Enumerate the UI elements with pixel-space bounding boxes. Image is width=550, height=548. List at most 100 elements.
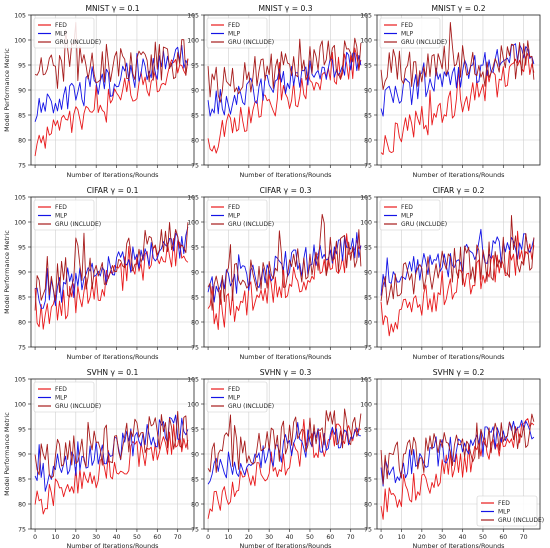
x-axis-label: Number of Iterations/Rounds [66, 353, 159, 361]
y-tick-label: 95 [18, 245, 26, 252]
x-axis-label: Number of Iterations/Rounds [412, 542, 505, 548]
y-tick-label: 80 [191, 138, 199, 145]
y-tick-label: 95 [191, 427, 199, 434]
y-tick-label: 105 [187, 13, 199, 20]
legend-label: GRU (INCLUDE) [498, 517, 544, 524]
y-tick-label: 90 [191, 88, 199, 95]
x-tick-label: 70 [347, 534, 355, 541]
subplot-title: SVHN γ = 0.2 [433, 368, 485, 377]
plot-frame [30, 14, 195, 166]
x-tick-label: 40 [113, 534, 121, 541]
legend-label: MLP [55, 213, 68, 220]
subplot-title: CIFAR γ = 0.2 [433, 186, 485, 195]
y-axis-label: Model Performance Metric [3, 230, 11, 314]
legend-label: FED [55, 386, 67, 393]
subplot-6: 75 80 85 90 95 100 105 0 10 20 30 40 50 60 70 SVHN γ = … [3, 368, 195, 548]
legend-label: MLP [401, 213, 414, 220]
y-tick-label: 105 [360, 13, 372, 20]
series-line-fed [207, 47, 362, 154]
legend-label: FED [55, 22, 67, 29]
y-tick-label: 75 [191, 527, 199, 534]
y-tick-label: 85 [364, 113, 372, 120]
y-tick-label: 100 [14, 220, 26, 227]
legend-label: GRU (INCLUDE) [228, 403, 274, 410]
x-tick-label: 0 [379, 534, 383, 541]
series-line-gru-include [34, 411, 189, 479]
x-tick-label: 20 [72, 534, 80, 541]
y-tick-label: 80 [364, 138, 372, 145]
legend-label: MLP [228, 395, 241, 402]
y-tick-label: 100 [14, 402, 26, 409]
x-tick-label: 10 [398, 534, 406, 541]
y-tick-label: 85 [18, 477, 26, 484]
series-line-gru-include [380, 22, 535, 91]
y-tick-label: 105 [14, 13, 26, 20]
y-tick-label: 105 [360, 377, 372, 384]
subplot-1: 75 80 85 90 95 100 105 MNIST γ = 0.3 Number of I… [187, 4, 368, 179]
plot-frame [376, 14, 541, 166]
y-tick-label: 90 [364, 452, 372, 459]
x-tick-label: 40 [459, 534, 467, 541]
y-tick-label: 95 [364, 63, 372, 70]
x-tick-label: 10 [225, 534, 233, 541]
x-tick-label: 10 [52, 534, 60, 541]
y-tick-label: 80 [18, 502, 26, 509]
x-axis-label: Number of Iterations/Rounds [239, 542, 332, 548]
y-tick-label: 80 [18, 320, 26, 327]
y-tick-label: 100 [187, 38, 199, 45]
x-tick-label: 50 [479, 534, 487, 541]
y-tick-label: 75 [18, 345, 26, 352]
plot-frame [203, 378, 368, 530]
y-tick-label: 80 [191, 502, 199, 509]
subplot-title: CIFAR γ = 0.1 [87, 186, 139, 195]
y-tick-label: 75 [18, 163, 26, 170]
x-tick-label: 30 [438, 534, 446, 541]
plot-frame [376, 196, 541, 348]
y-tick-label: 95 [18, 427, 26, 434]
legend-label: MLP [401, 31, 414, 38]
series-line-fed [34, 423, 189, 515]
y-tick-label: 75 [364, 527, 372, 534]
x-tick-label: 40 [286, 534, 294, 541]
legend-label: FED [498, 500, 510, 507]
plot-frame [30, 196, 195, 348]
x-axis-label: Number of Iterations/Rounds [66, 171, 159, 179]
y-tick-label: 100 [360, 38, 372, 45]
y-tick-label: 95 [364, 245, 372, 252]
x-axis-label: Number of Iterations/Rounds [412, 353, 505, 361]
subplot-title: MNIST γ = 0.3 [258, 4, 312, 13]
series-line-fed [207, 233, 362, 330]
x-axis-label: Number of Iterations/Rounds [66, 542, 159, 548]
y-axis-label: Model Performance Metric [3, 412, 11, 496]
y-tick-label: 75 [364, 345, 372, 352]
legend-label: GRU (INCLUDE) [55, 39, 101, 46]
legend-label: GRU (INCLUDE) [228, 221, 274, 228]
series-line-gru-include [380, 413, 535, 485]
x-tick-label: 50 [133, 534, 141, 541]
legend-label: FED [55, 204, 67, 211]
legend-label: FED [401, 22, 413, 29]
y-tick-label: 85 [18, 113, 26, 120]
y-tick-label: 80 [191, 320, 199, 327]
y-tick-label: 105 [14, 195, 26, 202]
series-line-gru-include [207, 408, 362, 473]
x-tick-label: 30 [265, 534, 273, 541]
y-tick-label: 100 [360, 402, 372, 409]
series-line-gru-include [34, 22, 189, 89]
y-tick-label: 100 [14, 38, 26, 45]
legend-label: FED [228, 204, 240, 211]
x-axis-label: Number of Iterations/Rounds [239, 171, 332, 179]
series-line-gru-include [34, 221, 189, 311]
subplot-title: SVHN γ = 0.1 [87, 368, 139, 377]
y-tick-label: 105 [14, 377, 26, 384]
subplot-2: 75 80 85 90 95 100 105 MNIST γ = 0.2 Number of I… [360, 4, 541, 179]
y-tick-label: 90 [364, 88, 372, 95]
y-axis-label: Model Performance Metric [3, 48, 11, 132]
legend-label: GRU (INCLUDE) [55, 403, 101, 410]
